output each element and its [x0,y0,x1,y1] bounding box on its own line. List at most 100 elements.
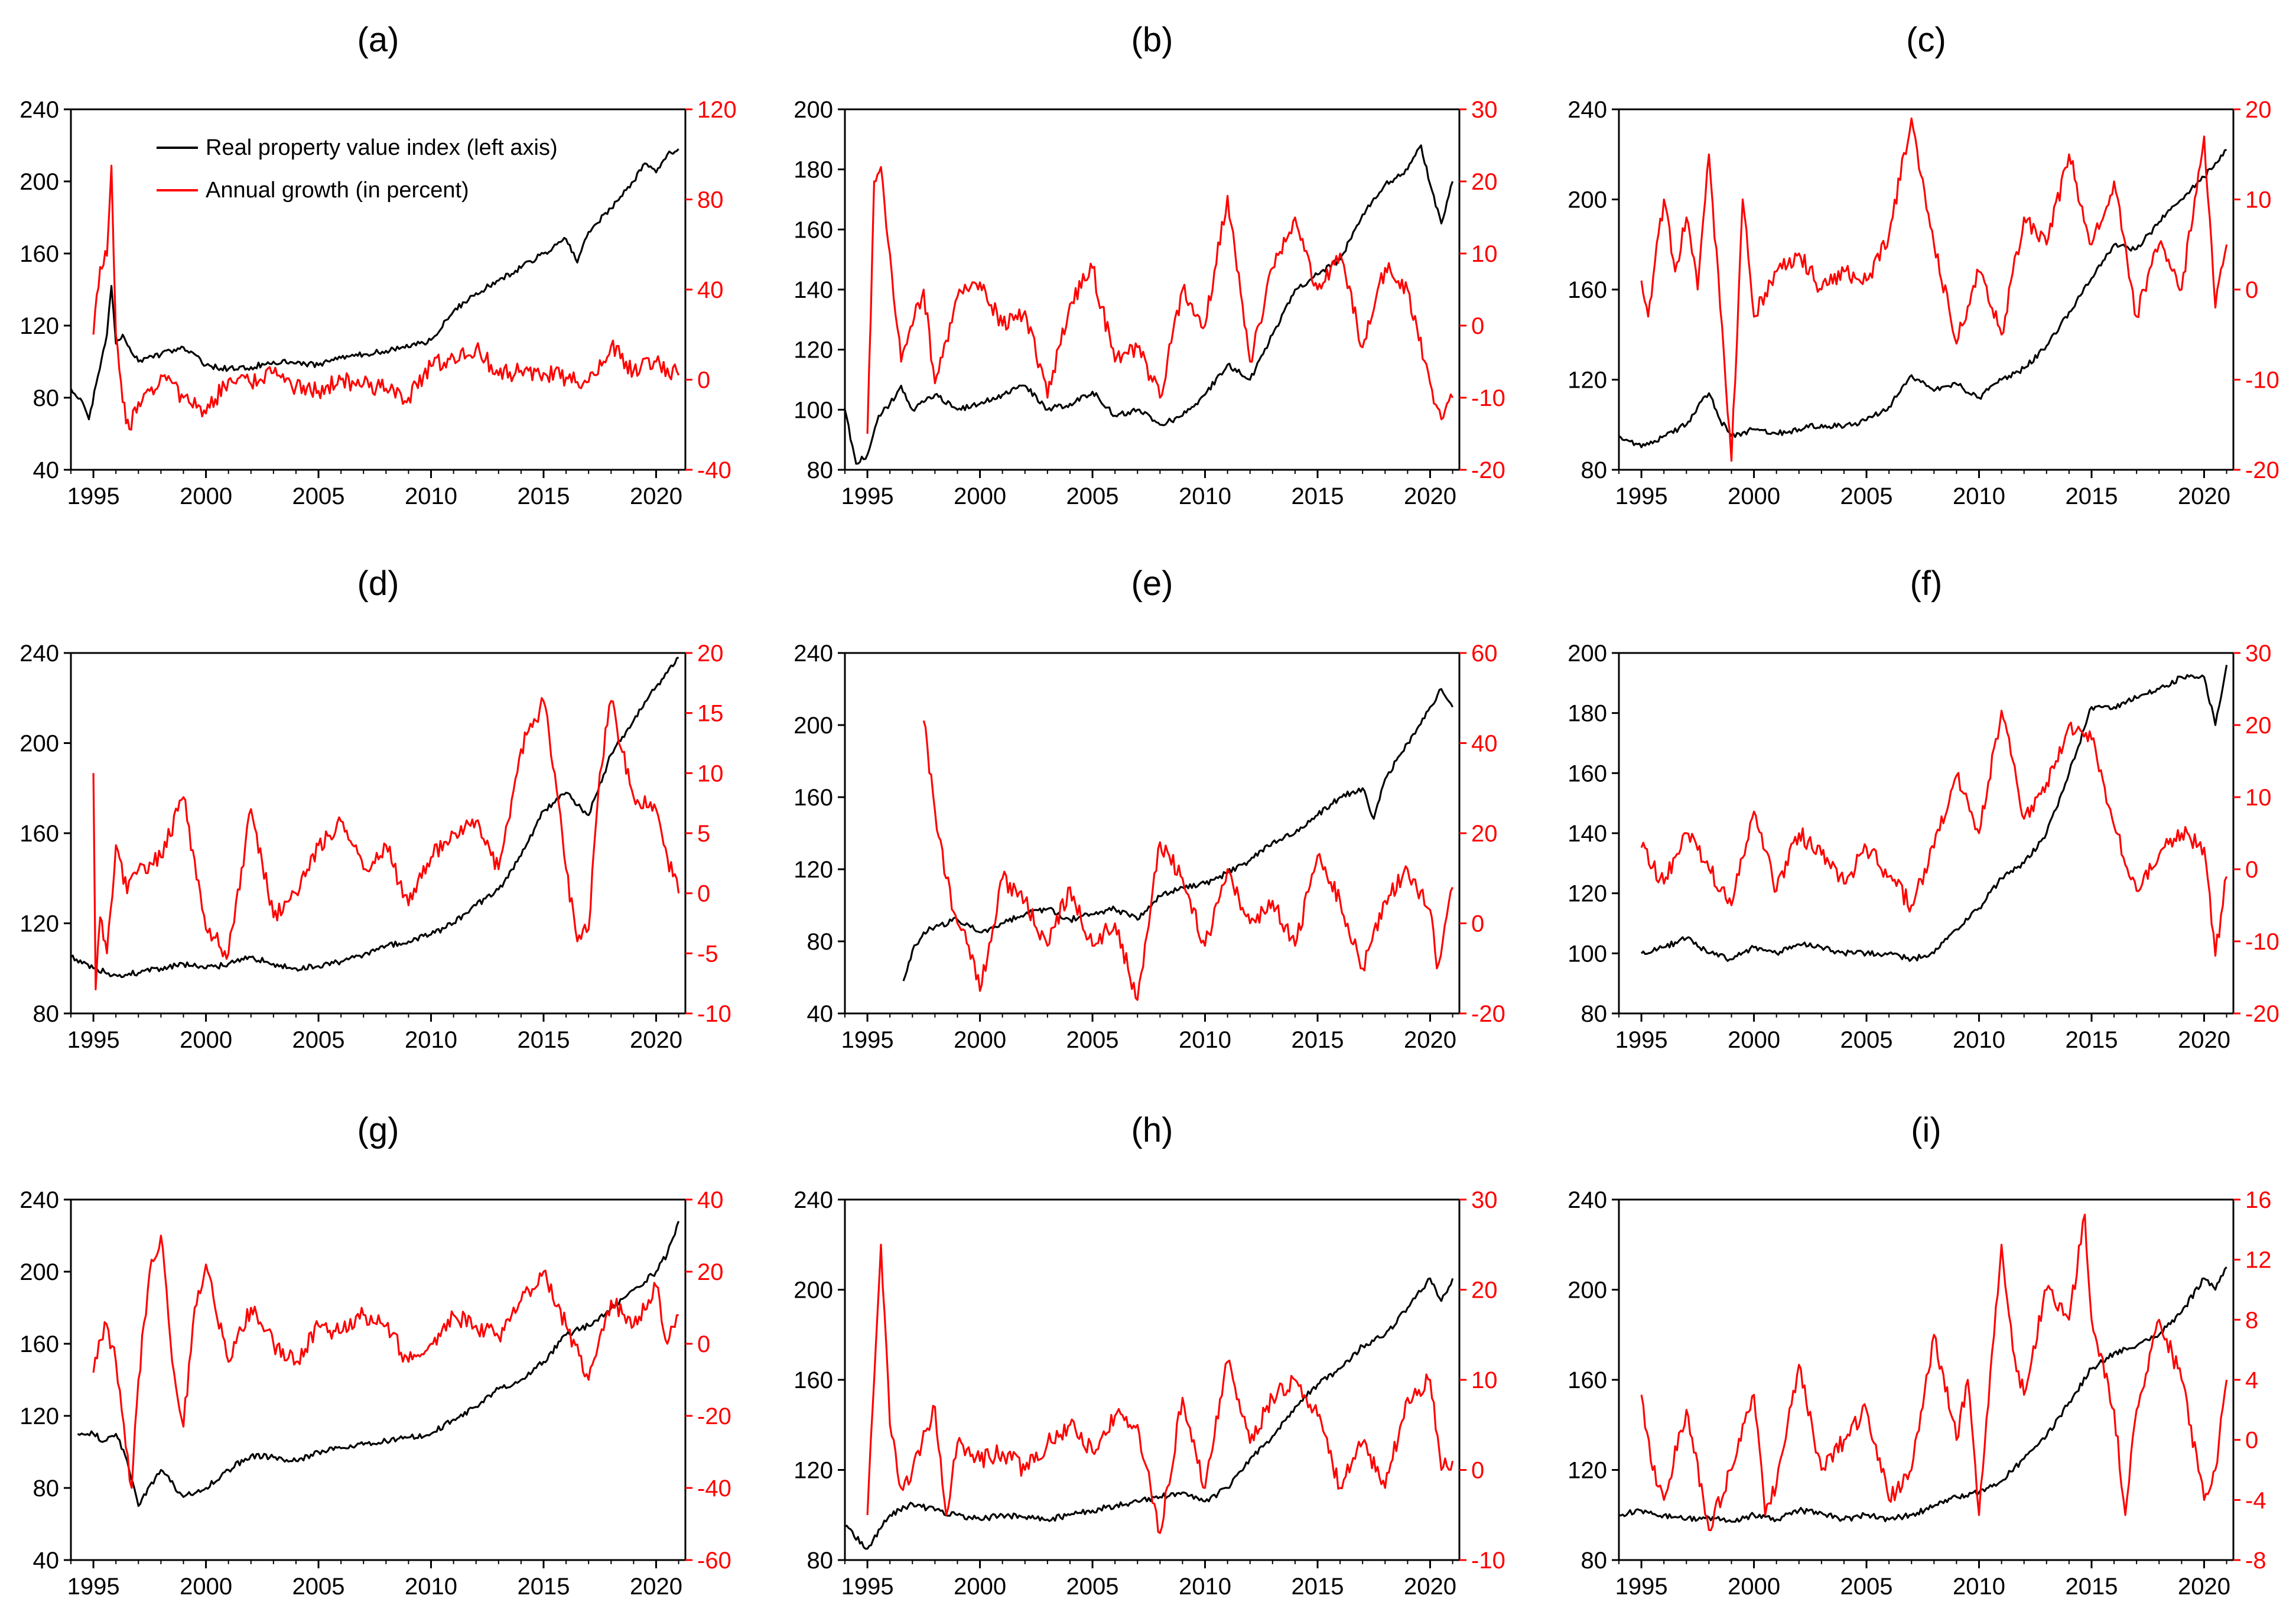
right-tick-label: 80 [697,187,724,213]
panel-e: (e) 40 80 120 160 200 240 -20 0 20 40 60 1995 2000 200… [793,564,1505,1053]
panel-i: (i) 80 120 160 200 240 -8 -4 0 4 8 12 16 1995 2000 2005… [1567,1111,2271,1600]
index-line [1640,665,2228,962]
plot-frame [70,108,687,471]
right-tick-label: 40 [1471,731,1498,757]
left-tick-label: 80 [33,1476,60,1502]
x-tick-label: 2005 [292,483,345,509]
left-tick-label: 80 [807,1548,834,1574]
right-tick-label: 15 [697,701,724,727]
left-tick-label: 140 [1567,821,1607,847]
growth-line [866,1243,1454,1534]
left-tick-label: 80 [807,457,834,483]
left-tick-label: 200 [19,169,59,195]
x-tick-label: 1995 [841,483,894,509]
right-tick-label: -8 [2245,1548,2266,1574]
series-group [1619,117,2228,462]
left-tick-label: 100 [793,397,833,423]
panel-c: (c) 80 120 160 200 240 -20 -10 0 10 20 1995 2000 2005… [1567,21,2279,509]
left-tick-label: 80 [1581,1548,1608,1574]
x-tick-label: 2020 [2178,483,2230,509]
right-tick-label: 20 [697,1259,724,1285]
series-group [71,657,680,990]
x-tick-label: 2010 [1953,1027,2005,1053]
x-tick-label: 2020 [630,1027,682,1053]
panel-title: (b) [1131,21,1173,59]
x-tick-label: 1995 [1615,1574,1668,1600]
left-tick-label: 160 [1567,277,1607,303]
right-tick-label: 5 [697,821,710,847]
index-line [71,657,679,979]
left-tick-label: 240 [19,97,59,123]
plot-frame [70,652,687,1015]
index-line [845,144,1454,465]
left-tick-label: 100 [1567,941,1607,967]
left-tick-label: 240 [1567,1187,1607,1213]
series-group [902,688,1454,1001]
right-tick-label: 20 [1471,1278,1498,1304]
right-tick-label: 10 [2245,187,2272,213]
right-tick-label: 8 [2245,1307,2258,1333]
x-tick-label: 1995 [1615,483,1668,509]
x-tick-label: 2005 [1066,483,1119,509]
x-tick-label: 1995 [841,1027,894,1053]
series-group [71,148,680,431]
panel-title: (f) [1910,564,1943,603]
right-tick-label: -20 [1471,457,1505,483]
right-tick-label: -10 [1471,1548,1505,1574]
x-tick-label: 2005 [1840,1574,1893,1600]
legend-index-label: Real property value index (left axis) [206,135,558,160]
right-tick-label: 30 [1471,1187,1498,1213]
right-tick-label: -40 [697,457,731,483]
left-tick-label: 160 [19,241,59,267]
left-tick-label: 40 [807,1001,834,1027]
left-tick-label: 80 [807,929,834,955]
right-tick-label: -4 [2245,1487,2266,1513]
left-tick-label: 120 [19,1403,59,1429]
x-tick-label: 2020 [1404,1027,1456,1053]
left-tick-label: 240 [1567,97,1607,123]
right-tick-label: 10 [2245,785,2272,811]
plot-frame [1618,652,2235,1015]
x-tick-label: 2000 [180,1027,232,1053]
panel-title: (e) [1131,564,1173,603]
left-tick-label: 120 [1567,881,1607,907]
panel-title: (g) [357,1111,399,1149]
panel-h: (h) 80 120 160 200 240 -10 0 10 20 30 1995 2000 2005 2… [793,1111,1505,1600]
x-tick-label: 2015 [518,483,570,509]
right-tick-label: -10 [2245,368,2279,394]
right-tick-label: 60 [1471,641,1498,667]
right-tick-label: -10 [697,1001,731,1027]
x-tick-label: 2015 [2066,483,2118,509]
x-tick-label: 2005 [1840,483,1893,509]
panel-title: (h) [1131,1111,1173,1149]
left-tick-label: 200 [19,1259,59,1285]
panel-title: (d) [357,564,399,603]
growth-line [92,1234,679,1489]
index-line [71,148,679,421]
left-tick-label: 200 [793,1278,833,1304]
left-tick-label: 80 [1581,457,1608,483]
index-line [77,1221,680,1507]
growth-line [92,164,680,431]
x-tick-label: 2010 [405,1027,457,1053]
left-tick-label: 80 [1581,1001,1608,1027]
x-tick-label: 2015 [1292,483,1344,509]
right-tick-label: 10 [1471,1367,1498,1393]
x-tick-label: 1995 [841,1574,894,1600]
plot-frame [844,1198,1461,1561]
x-tick-label: 2000 [1728,483,1780,509]
growth-line [922,720,1454,1001]
x-tick-label: 2015 [518,1574,570,1600]
right-tick-label: -10 [2245,929,2279,955]
x-tick-label: 2005 [1066,1027,1119,1053]
right-tick-label: 16 [2245,1187,2272,1213]
plot-frame [1618,108,2235,471]
index-line [1619,1266,2227,1523]
left-tick-label: 160 [19,1331,59,1357]
right-tick-label: 40 [697,1187,724,1213]
right-tick-label: -20 [2245,1001,2279,1027]
right-tick-label: -20 [1471,1001,1505,1027]
x-tick-label: 2010 [405,483,457,509]
left-tick-label: 240 [793,1187,833,1213]
